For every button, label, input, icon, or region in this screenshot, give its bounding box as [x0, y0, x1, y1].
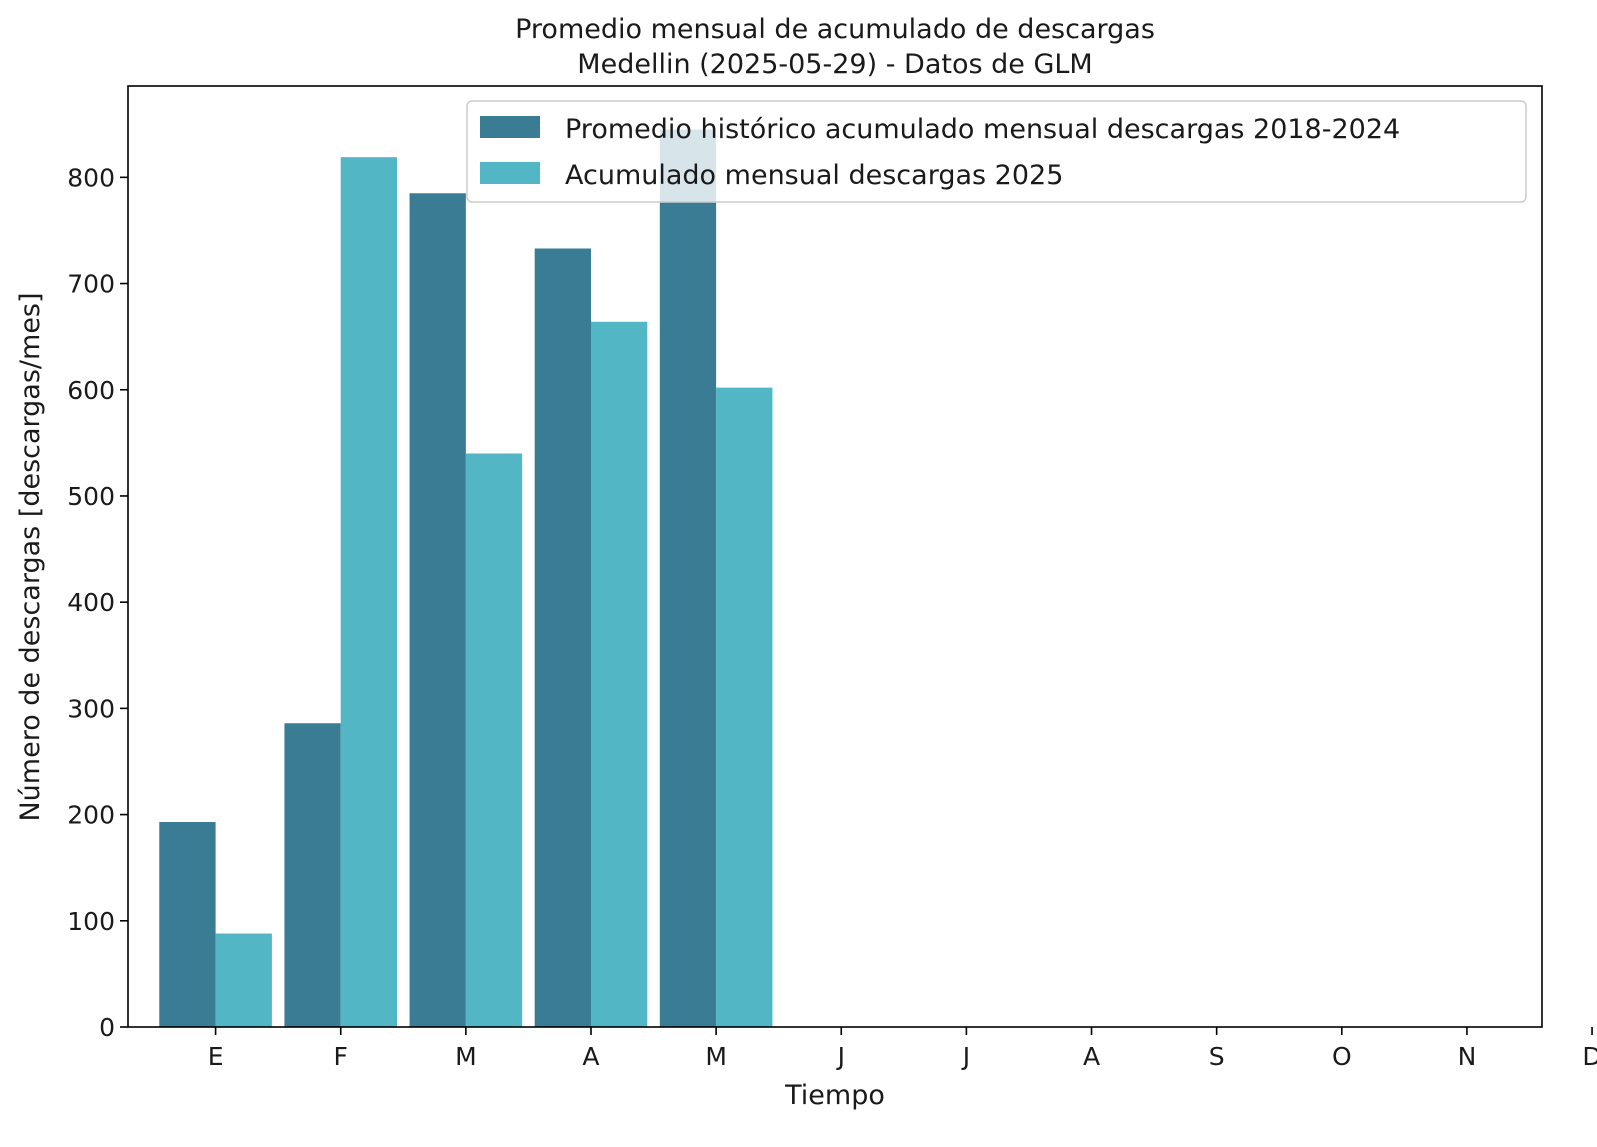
x-tick-label: A: [1083, 1042, 1100, 1071]
legend-label-1: Promedio histórico acumulado mensual des…: [565, 114, 1400, 145]
x-tick-label: S: [1209, 1042, 1225, 1071]
axes-group: 0 100 200 300 400 500 600 700 800 E F M A M J J A S O N D: [67, 85, 1597, 1071]
y-tick-label: 200: [67, 801, 115, 830]
x-tick-label: J: [836, 1042, 845, 1071]
x-tick-label: J: [961, 1042, 970, 1071]
x-tick-label: A: [582, 1042, 599, 1071]
chart-title: Promedio mensual de acumulado de descarg…: [515, 14, 1155, 45]
legend-box: [466, 100, 1527, 203]
y-tick-label: 700: [67, 270, 115, 299]
legend-label-2: Acumulado mensual descargas 2025: [565, 160, 1063, 191]
y-tick-label: 400: [67, 588, 115, 617]
bar-s1-1: [284, 723, 341, 1027]
y-axis-label: Número de descargas [descargas/mes]: [15, 292, 46, 821]
bar-s2-3: [590, 321, 648, 1028]
bars-group: [159, 129, 773, 1028]
bar-s1-0: [159, 822, 216, 1027]
chart-subtitle: Medellin (2025-05-29) - Datos de GLM: [577, 49, 1092, 80]
x-tick-label: M: [705, 1042, 727, 1071]
x-tick-label: D: [1582, 1042, 1597, 1071]
legend-swatch-2: [480, 162, 540, 184]
legend: Promedio histórico acumulado mensual des…: [466, 100, 1527, 203]
x-axis-label: Tiempo: [784, 1080, 885, 1111]
y-tick-label: 100: [67, 907, 115, 936]
bar-s2-4: [716, 387, 773, 1028]
plot-frame: [127, 85, 1543, 1028]
bar-s1-4: [659, 129, 717, 1027]
y-tick-label: 500: [67, 482, 115, 511]
y-tick-label: 0: [99, 1013, 115, 1042]
bar-s2-2: [465, 453, 523, 1028]
bar-s1-3: [534, 248, 591, 1027]
y-tick-label: 800: [67, 163, 115, 192]
bar-s1-2: [409, 193, 466, 1027]
x-tick-label: O: [1332, 1042, 1352, 1071]
y-tick-label: 600: [67, 376, 115, 405]
bar-s2-0: [215, 933, 272, 1027]
y-tick-label: 300: [67, 694, 115, 723]
x-tick-label: M: [455, 1042, 477, 1071]
bar-s2-1: [340, 157, 398, 1027]
x-tick-label: N: [1458, 1042, 1477, 1071]
legend-swatch-1: [480, 116, 540, 138]
x-tick-label: F: [334, 1042, 348, 1071]
x-tick-label: E: [208, 1042, 224, 1071]
